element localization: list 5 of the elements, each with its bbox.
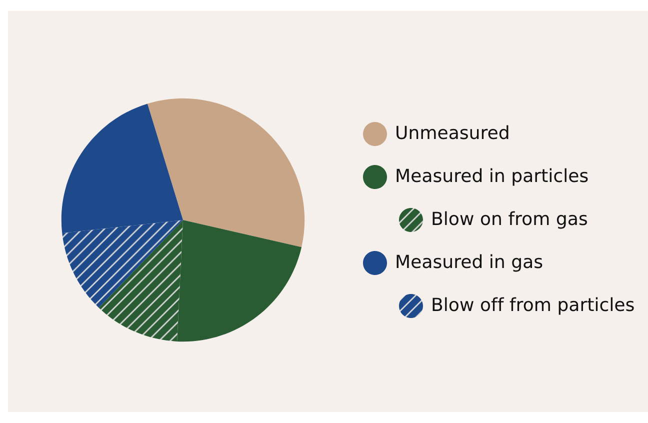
legend-label: Measured in particles [396,168,588,186]
legend-label: Measured in gas [396,254,542,272]
legend-label: Blow off from particles [432,297,634,315]
legend-label: Blow on from gas [432,211,587,229]
legend-label: Unmeasured [396,125,508,140]
